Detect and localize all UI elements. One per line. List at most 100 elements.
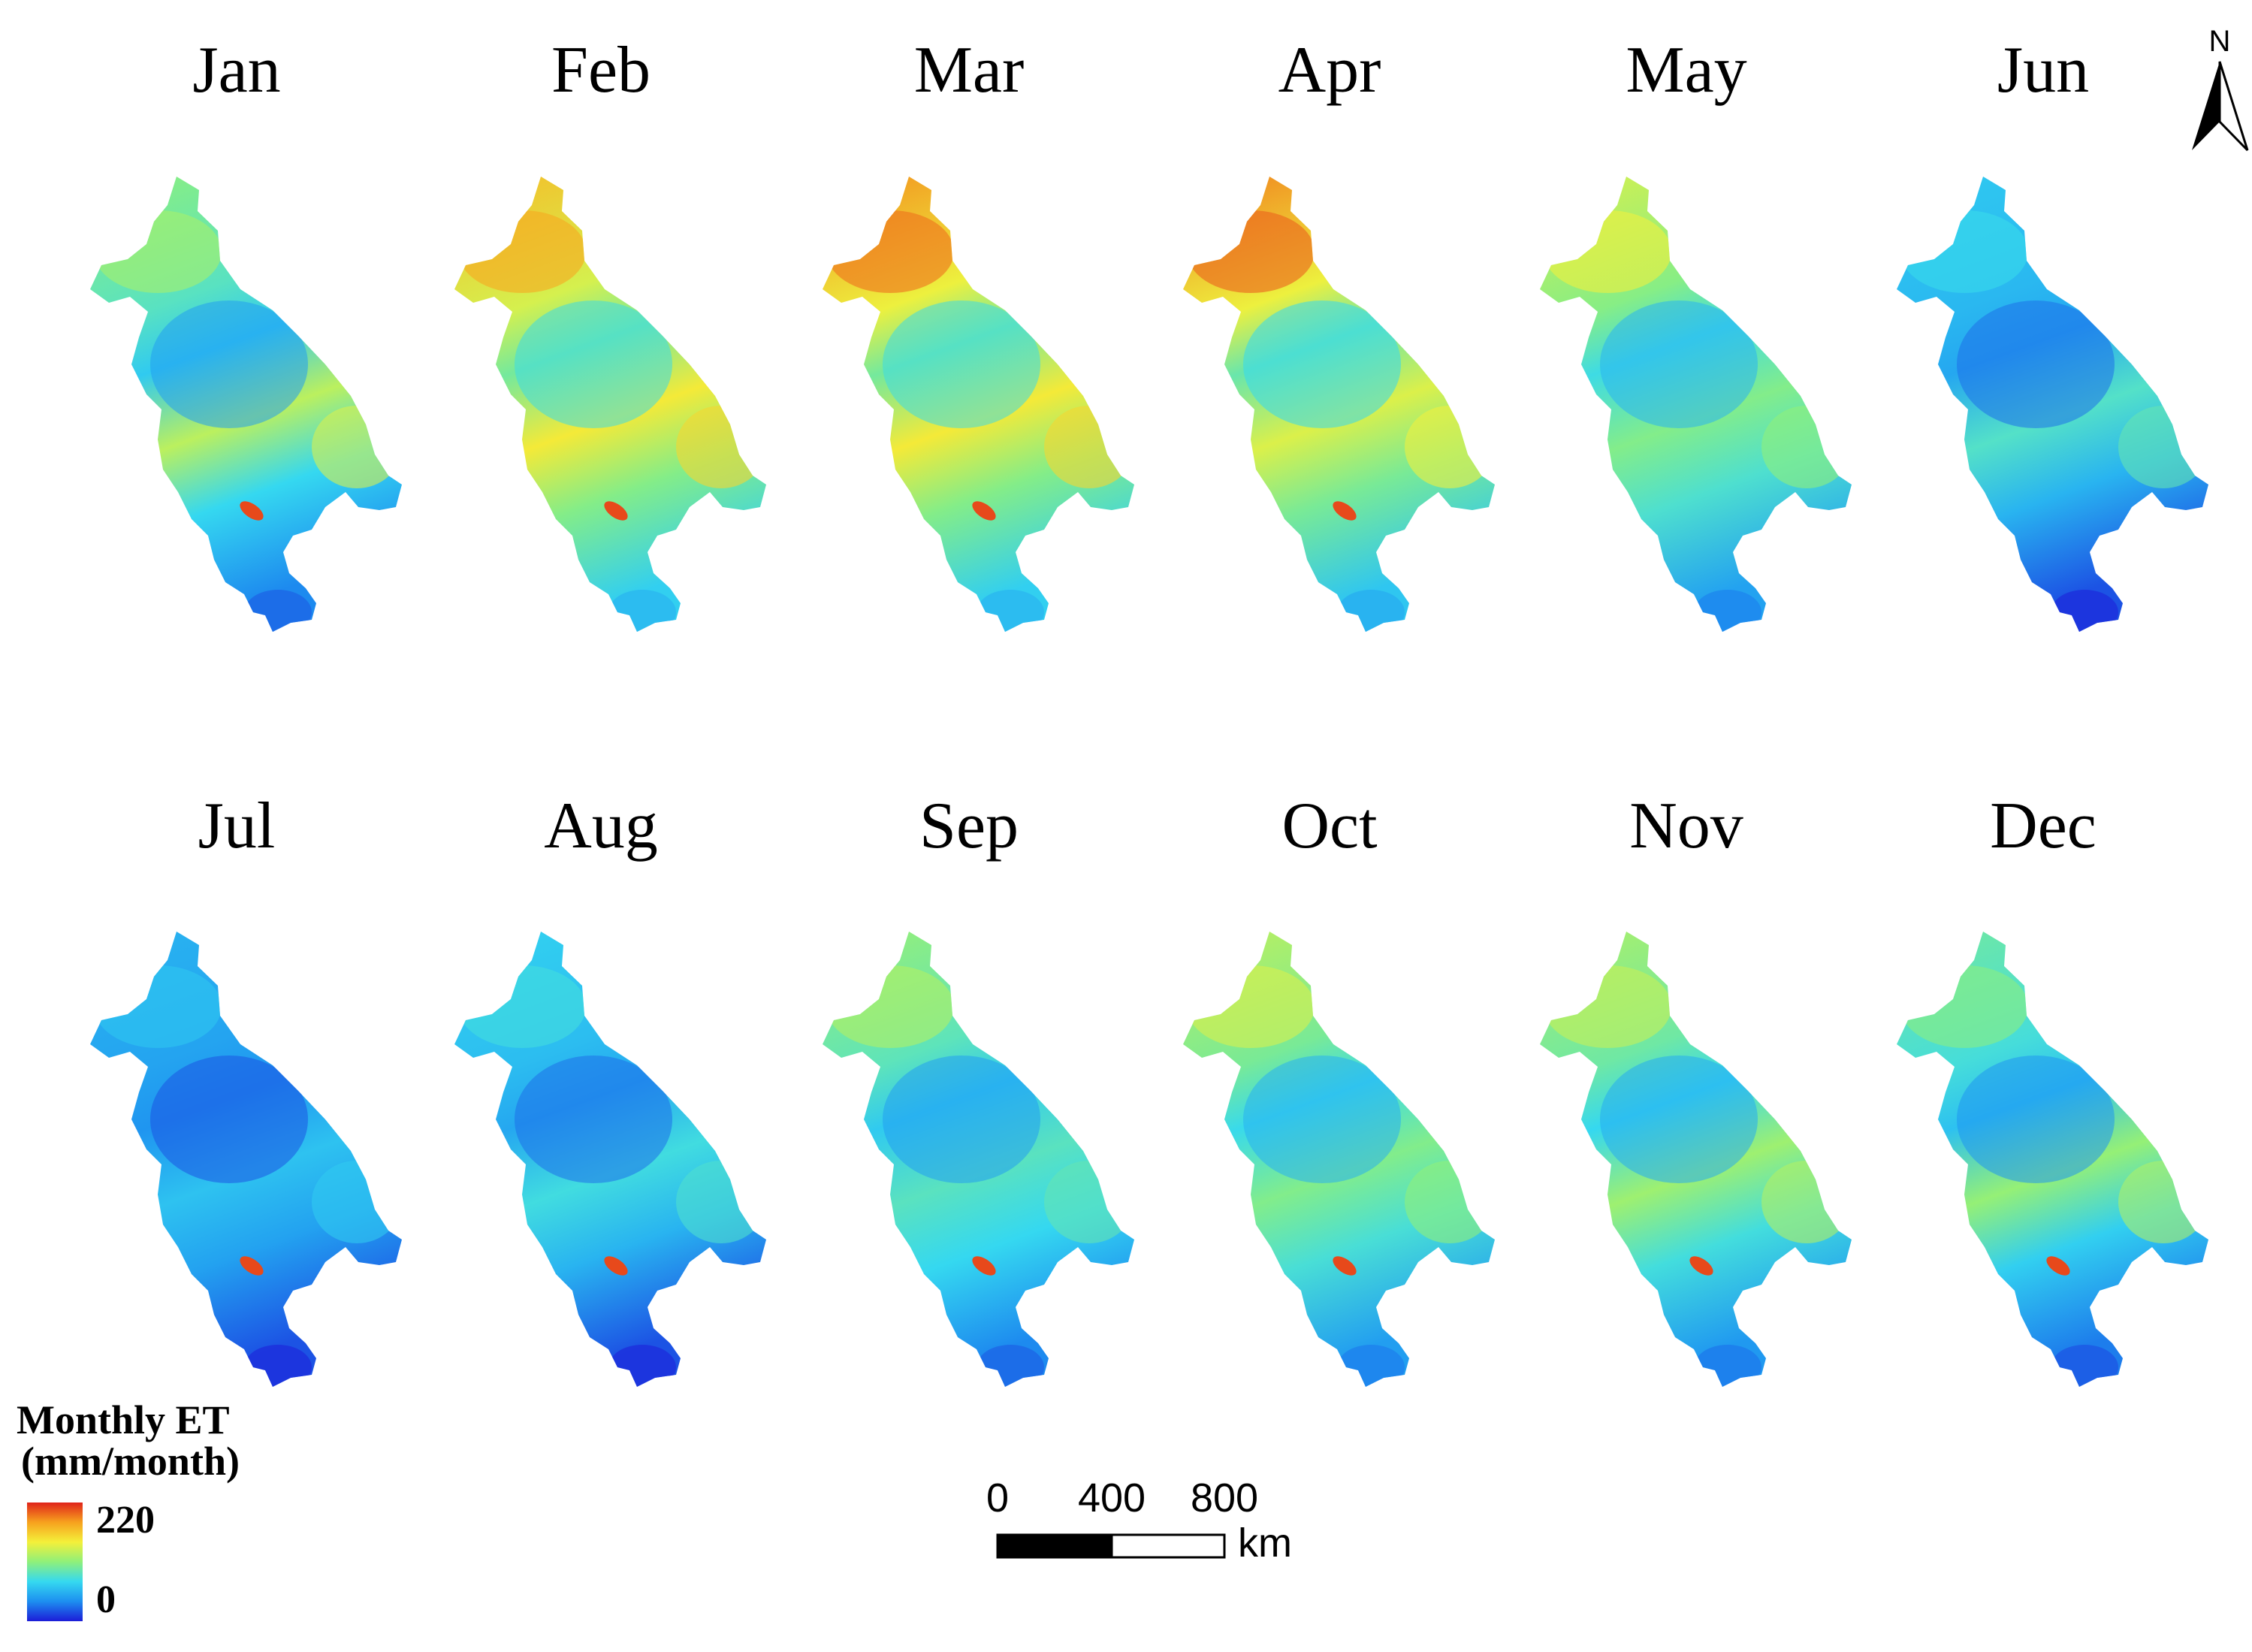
northern-region [458, 210, 586, 293]
central-low-region [150, 301, 308, 428]
month-panel-sep: Sep [823, 790, 1134, 1387]
basin-map-aug [454, 932, 766, 1387]
northern-region [1544, 965, 1671, 1048]
eastern-region [312, 1161, 402, 1243]
lake-hotspot [604, 501, 628, 521]
lake-hotspot [972, 1256, 996, 1276]
scale-segment-white [1110, 1533, 1226, 1559]
scale-label-400: 400 [1078, 1475, 1146, 1521]
basin-map-apr [1183, 177, 1495, 632]
month-title: Jul [198, 790, 276, 862]
southern-delta-region [1694, 1345, 1761, 1387]
eastern-region [2118, 1161, 2208, 1243]
lake-hotspot [240, 501, 264, 521]
month-title: Dec [1990, 790, 2097, 862]
basin-map-jul [90, 932, 402, 1387]
southern-delta-region [977, 1345, 1044, 1387]
eastern-region [676, 1161, 766, 1243]
month-panel-feb: Feb [454, 34, 766, 632]
central-low-region [1957, 301, 2115, 428]
legend-title: Monthly ET [17, 1397, 230, 1442]
northern-region [458, 965, 586, 1048]
southern-delta-region [1337, 1345, 1405, 1387]
northern-region [94, 210, 222, 293]
month-panel-dec: Dec [1897, 790, 2208, 1387]
month-title: Sep [919, 790, 1019, 862]
lake-hotspot [972, 501, 996, 521]
eastern-region [1405, 1161, 1495, 1243]
eastern-region [312, 406, 402, 488]
lake-hotspot [604, 1256, 628, 1276]
month-panel-nov: Nov [1540, 790, 1852, 1387]
lake-hotspot [240, 1256, 264, 1276]
basin-map-mar [823, 177, 1134, 632]
month-panel-oct: Oct [1183, 790, 1495, 1387]
basin-map-dec [1897, 932, 2208, 1387]
southern-delta-region [2051, 590, 2118, 632]
lake-hotspot [1689, 1256, 1713, 1276]
month-title: Jun [1997, 34, 2089, 107]
central-low-region [1600, 1056, 1758, 1183]
month-panel-jul: Jul [90, 790, 402, 1387]
eastern-region [1044, 406, 1134, 488]
northern-region [1544, 210, 1671, 293]
northern-region [1187, 965, 1315, 1048]
north-arrow-left-half [2192, 62, 2220, 150]
month-title: Feb [551, 34, 651, 107]
basin-map-sep [823, 932, 1134, 1387]
northern-region [826, 965, 954, 1048]
southern-delta-region [1694, 590, 1761, 632]
month-panel-jan: Jan [90, 34, 402, 632]
scale-label-800: 800 [1191, 1475, 1258, 1521]
lake-hotspot [1333, 501, 1357, 521]
southern-delta-region [1337, 590, 1405, 632]
scale-bar: 0 400 800 km [986, 1475, 1292, 1566]
legend-min-label: 0 [96, 1578, 116, 1621]
scale-segment-black [996, 1533, 1113, 1559]
month-title: Aug [544, 790, 658, 862]
northern-region [1187, 210, 1315, 293]
legend-max-label: 220 [96, 1499, 155, 1542]
southern-delta-region [2051, 1345, 2118, 1387]
legend-unit: (mm/month) [21, 1439, 240, 1484]
north-label: N [2209, 25, 2231, 58]
eastern-region [1405, 406, 1495, 488]
month-title: Mar [914, 34, 1025, 107]
month-title: Oct [1281, 790, 1377, 862]
month-panel-aug: Aug [454, 790, 766, 1387]
basin-map-nov [1540, 932, 1852, 1387]
month-panel-may: May [1540, 34, 1852, 632]
scale-label-0: 0 [986, 1475, 1009, 1521]
southern-delta-region [608, 1345, 676, 1387]
eastern-region [1761, 406, 1852, 488]
northern-region [1900, 965, 2028, 1048]
eastern-region [676, 406, 766, 488]
month-panel-apr: Apr [1183, 34, 1495, 632]
central-low-region [883, 1056, 1040, 1183]
month-panel-jun: Jun [1897, 34, 2208, 632]
lake-hotspot [1333, 1256, 1357, 1276]
southern-delta-region [608, 590, 676, 632]
basin-map-oct [1183, 932, 1495, 1387]
northern-region [1900, 210, 2028, 293]
southern-delta-region [977, 590, 1044, 632]
central-low-region [150, 1056, 308, 1183]
central-low-region [515, 301, 672, 428]
legend-color-ramp [27, 1503, 83, 1621]
central-low-region [1957, 1056, 2115, 1183]
basin-map-feb [454, 177, 766, 632]
southern-delta-region [244, 590, 312, 632]
central-low-region [883, 301, 1040, 428]
northern-region [94, 965, 222, 1048]
eastern-region [2118, 406, 2208, 488]
north-arrow-icon: N [2192, 25, 2249, 152]
eastern-region [1044, 1161, 1134, 1243]
central-low-region [1243, 1056, 1401, 1183]
legend: Monthly ET (mm/month) 220 0 [17, 1397, 240, 1621]
north-arrow-right-half [2218, 61, 2249, 152]
lake-hotspot [2046, 1256, 2070, 1276]
basin-map-jan [90, 177, 402, 632]
northern-region [826, 210, 954, 293]
central-low-region [1243, 301, 1401, 428]
